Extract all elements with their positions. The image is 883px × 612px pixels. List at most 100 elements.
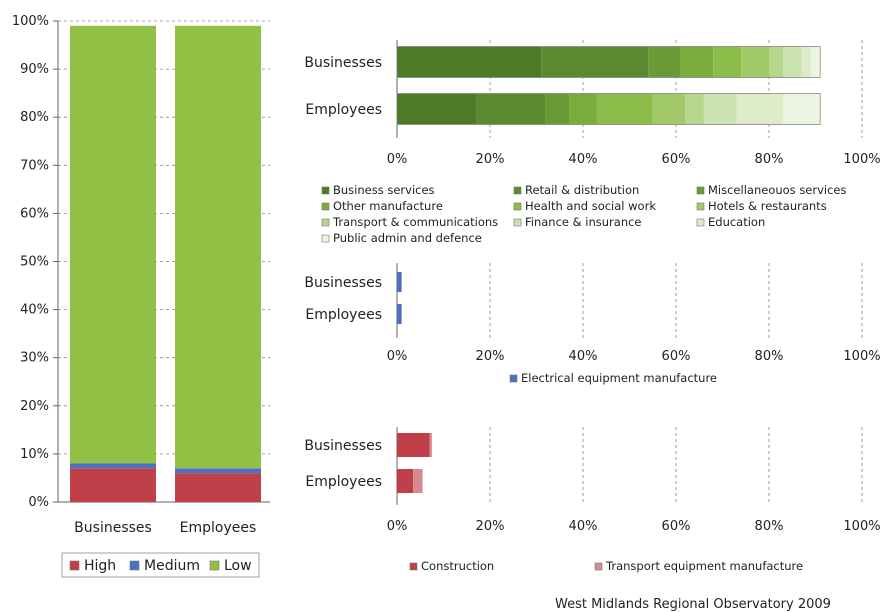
legend-label: Public admin and defence [333, 231, 482, 245]
legend-label: Hotels & restaurants [708, 199, 827, 213]
x-tick-label: 80% [755, 349, 784, 364]
bar-segment [736, 93, 783, 125]
x-tick-label: 40% [569, 349, 598, 364]
bar-segment [648, 46, 681, 78]
x-tick-label: 100% [843, 152, 880, 167]
legend-swatch [513, 218, 522, 227]
x-tick-label: 60% [662, 519, 691, 534]
horizontal-chart-1 [396, 40, 863, 138]
x-tick-label: 40% [569, 519, 598, 534]
bar-segment [545, 93, 570, 125]
legend-label: Transport & communications [332, 215, 498, 229]
x-tick-label: 80% [755, 152, 784, 167]
y-tick-label: 20% [20, 399, 49, 414]
legend-swatch [513, 186, 522, 195]
y-tick-label: 90% [20, 62, 49, 77]
y-tick-label: 30% [20, 351, 49, 366]
bar-segment [810, 46, 821, 78]
y-tick-label: 0% [28, 495, 49, 510]
y-tick-label: 80% [20, 110, 49, 125]
y-tick-label: 100% [12, 14, 49, 29]
y-tick-label: 10% [20, 447, 49, 462]
bar-segment [397, 433, 430, 457]
bar-segment [175, 25, 261, 469]
bar-segment [652, 93, 686, 125]
legend-label: Electrical equipment manufacture [521, 371, 717, 385]
legend-swatch [321, 218, 330, 227]
bar-segment [70, 463, 156, 469]
bar-segment [713, 46, 742, 78]
legend-swatch [696, 218, 705, 227]
bar-segment [397, 46, 542, 78]
bar-segment [413, 469, 423, 493]
legend-swatch [696, 202, 705, 211]
bar-segment [397, 469, 414, 493]
bar-segment [397, 93, 477, 125]
bar-segment [429, 433, 432, 457]
bar-segment [541, 46, 649, 78]
x-tick-label: 0% [387, 349, 408, 364]
legend-swatch [509, 374, 518, 383]
x-category-label: Businesses [74, 520, 152, 536]
legend-swatch [696, 186, 705, 195]
y-category-label: Businesses [304, 438, 382, 454]
legend-label: Education [708, 215, 765, 229]
source-note: West Midlands Regional Observatory 2009 [555, 597, 831, 612]
bar-outline [396, 93, 821, 125]
y-category-label: Businesses [304, 275, 382, 291]
bar-segment [782, 46, 802, 78]
legend-swatch [321, 186, 330, 195]
x-tick-label: 0% [387, 519, 408, 534]
x-tick-label: 60% [662, 349, 691, 364]
legend-swatch [594, 562, 603, 571]
bar-segment [397, 304, 402, 324]
x-tick-label: 80% [755, 519, 784, 534]
x-tick-label: 60% [662, 152, 691, 167]
bar-segment [680, 46, 714, 78]
x-tick-label: 100% [843, 519, 880, 534]
x-tick-label: 20% [476, 519, 505, 534]
vertical-chart [53, 20, 270, 578]
legend-label: High [84, 558, 116, 574]
x-tick-label: 100% [843, 349, 880, 364]
bar-segment [175, 473, 261, 502]
legend-swatch [513, 202, 522, 211]
bar-segment [569, 93, 597, 125]
x-tick-label: 0% [387, 152, 408, 167]
legend-swatch [69, 560, 80, 571]
bar-segment [741, 46, 769, 78]
y-category-label: Employees [305, 307, 382, 323]
y-tick-label: 50% [20, 255, 49, 270]
legend-label: Transport equipment manufacture [605, 559, 803, 573]
x-tick-label: 20% [476, 152, 505, 167]
x-tick-label: 40% [569, 152, 598, 167]
bar-outline [396, 46, 821, 78]
bar-segment [769, 46, 783, 78]
legend-label: Miscellaneouos services [708, 183, 847, 197]
bar-segment [70, 468, 156, 502]
bar-segment [703, 93, 737, 125]
bar-segment [801, 46, 811, 78]
y-category-label: Employees [305, 474, 382, 490]
y-tick-label: 60% [20, 206, 49, 221]
horizontal-chart-3 [396, 427, 863, 505]
legend-swatch [409, 562, 418, 571]
legend-label: Retail & distribution [525, 183, 639, 197]
bar-segment [476, 93, 546, 125]
x-tick-label: 20% [476, 349, 505, 364]
legend-label: Other manufacture [333, 199, 443, 213]
bar-segment [70, 25, 156, 464]
bar-segment [685, 93, 704, 125]
legend-label: Construction [421, 559, 494, 573]
legend-swatch [129, 560, 140, 571]
y-category-label: Employees [305, 102, 382, 118]
y-tick-label: 40% [20, 303, 49, 318]
legend-label: Medium [144, 558, 200, 574]
bar-segment [782, 93, 821, 125]
legend-label: Low [224, 558, 252, 574]
legend-frame [61, 552, 260, 578]
x-category-label: Employees [180, 520, 257, 536]
legend-label: Business services [333, 183, 435, 197]
horizontal-chart-2 [396, 263, 863, 338]
